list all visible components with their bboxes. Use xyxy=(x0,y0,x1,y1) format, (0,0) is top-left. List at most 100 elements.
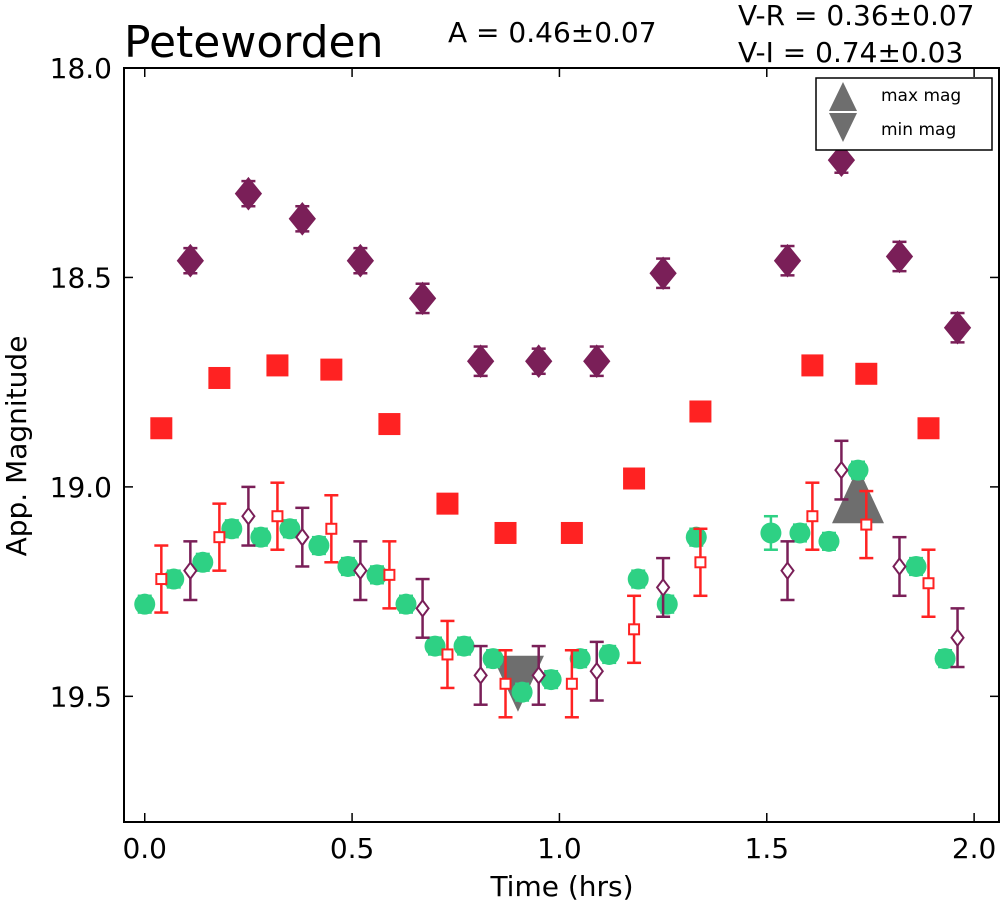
v-r-annotation: V-R = 0.36±0.07 xyxy=(738,0,974,32)
data-point-open-square xyxy=(155,573,168,586)
data-point-circle xyxy=(163,568,185,590)
plot-frame xyxy=(123,67,1000,823)
legend-min-marker xyxy=(829,113,857,142)
data-point-square xyxy=(266,354,289,377)
data-point-diamond xyxy=(176,243,204,278)
data-point-circle xyxy=(511,681,533,703)
data-point-circle xyxy=(395,593,417,615)
data-point-circle xyxy=(656,593,678,615)
data-point-open-diamond xyxy=(295,527,310,547)
data-point-open-square xyxy=(694,556,707,569)
x-tick-label: 1.5 xyxy=(745,832,790,865)
data-point-circle xyxy=(453,635,475,657)
y-tick-label: 18.5 xyxy=(50,261,112,294)
v-i-annotation: V-I = 0.74±0.03 xyxy=(738,36,963,69)
data-point-circle xyxy=(134,593,156,615)
y-tick-label: 18.0 xyxy=(50,52,112,85)
data-point-circle xyxy=(250,526,272,548)
data-point-open-diamond xyxy=(531,665,546,686)
data-point-open-diamond xyxy=(183,561,198,581)
data-point-open-diamond xyxy=(473,665,488,686)
axis-ticks: 0.0 0.5 1.0 1.5 2.0 18.0 18.5 19.0 19.5 xyxy=(50,52,999,865)
data-point-circle xyxy=(760,522,782,544)
data-point-square xyxy=(689,400,712,423)
data-point-square xyxy=(436,492,459,515)
data-point-open-square xyxy=(628,623,641,636)
data-point-diamond xyxy=(649,256,677,291)
amplitude-annotation: A = 0.46±0.07 xyxy=(448,16,657,49)
data-point-circle xyxy=(540,669,562,691)
data-point-square xyxy=(855,362,878,385)
data-point-diamond xyxy=(885,239,914,274)
y-tick-label: 19.5 xyxy=(50,680,112,713)
data-point-circle xyxy=(847,459,869,481)
data-point-circle xyxy=(366,564,388,586)
x-tick-label: 0.5 xyxy=(330,832,375,865)
data-point-circle xyxy=(789,522,811,544)
data-point-square xyxy=(560,521,583,544)
data-point-circle xyxy=(569,648,591,670)
data-point-circle xyxy=(598,643,620,665)
marks-clip-group xyxy=(134,143,972,719)
legend: max mag min mag xyxy=(815,77,993,151)
max-mag-marker xyxy=(832,467,885,524)
data-point-circle xyxy=(934,648,956,670)
x-tick-label: 1.0 xyxy=(537,832,582,865)
x-axis-label: Time (hrs) xyxy=(489,870,633,903)
x-tick-label: 2.0 xyxy=(952,832,997,865)
data-point-circle xyxy=(192,551,214,573)
data-point-open-square xyxy=(922,577,935,590)
data-point-open-square xyxy=(325,522,338,535)
data-point-open-square xyxy=(441,648,454,661)
data-point-diamond xyxy=(943,310,972,345)
data-point-square xyxy=(320,358,343,381)
data-point-diamond xyxy=(773,243,802,278)
data-point-diamond xyxy=(525,344,553,379)
data-point-diamond xyxy=(466,344,495,379)
data-point-open-square xyxy=(213,531,226,544)
data-point-open-diamond xyxy=(780,561,795,581)
y-axis-label: App. Magnitude xyxy=(0,336,33,557)
data-point-open-square xyxy=(806,510,819,523)
data-point-open-diamond xyxy=(950,628,965,648)
data-point-open-diamond xyxy=(415,598,430,619)
data-point-diamond xyxy=(827,143,856,177)
data-point-circle xyxy=(424,635,446,657)
data-point-circle xyxy=(308,535,330,557)
data-point-open-diamond xyxy=(241,506,256,526)
data-point-square xyxy=(150,417,173,440)
data-point-open-diamond xyxy=(834,460,849,480)
data-point-square xyxy=(623,467,646,490)
data-point-open-diamond xyxy=(353,561,368,581)
data-point-square xyxy=(801,354,824,377)
legend-max-label: max mag xyxy=(881,86,961,106)
data-point-square xyxy=(208,366,231,389)
y-tick-label: 19.0 xyxy=(50,471,112,504)
data-point-open-diamond xyxy=(589,661,604,681)
data-point-open-square xyxy=(499,677,512,690)
data-point-square xyxy=(917,417,940,440)
data-point-diamond xyxy=(234,176,263,211)
chart-title: Peteworden xyxy=(124,17,383,68)
data-point-square xyxy=(494,521,517,544)
legend-min-label: min mag xyxy=(881,120,956,140)
data-point-circle xyxy=(279,518,301,540)
data-point-open-square xyxy=(565,677,578,690)
data-point-diamond xyxy=(346,243,375,278)
data-point-diamond xyxy=(408,281,437,316)
data-point-diamond xyxy=(288,202,316,236)
data-point-circle xyxy=(818,530,840,552)
data-point-circle xyxy=(482,648,504,670)
data-point-open-diamond xyxy=(892,556,907,577)
data-point-circle xyxy=(627,568,649,590)
legend-max-marker xyxy=(829,82,857,111)
x-tick-label: 0.0 xyxy=(122,832,167,865)
data-point-open-square xyxy=(860,518,873,531)
data-point-circle xyxy=(337,555,359,577)
data-point-square xyxy=(378,413,401,436)
data-point-open-square xyxy=(383,568,396,581)
plot-area xyxy=(124,68,1000,822)
data-marks xyxy=(134,143,972,719)
data-point-open-square xyxy=(271,510,284,523)
